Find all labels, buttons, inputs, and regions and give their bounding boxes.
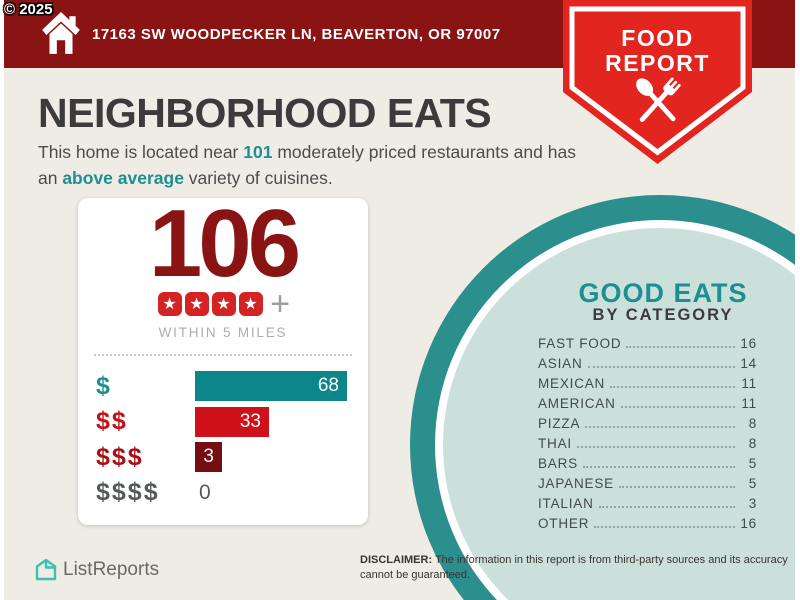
category-row: ITALIAN 3 [538, 496, 757, 516]
category-label: MEXICAN [538, 376, 606, 391]
price-tier-bar: 3 [195, 442, 222, 472]
category-count: 14 [740, 356, 757, 371]
category-row: BARS 5 [538, 456, 757, 476]
category-count: 8 [748, 436, 757, 451]
dashed-divider [94, 354, 352, 356]
price-tier-row: $$$ 3 [96, 442, 368, 472]
property-address: 17163 SW WOODPECKER LN, BEAVERTON, OR 97… [92, 26, 501, 43]
badge-title: FOOD REPORT [563, 26, 752, 76]
price-tier-value: 68 [317, 375, 339, 396]
category-row: THAI 8 [538, 436, 757, 456]
home-icon [40, 11, 82, 62]
price-tier-zero-value: 0 [199, 480, 211, 504]
intro-text: This home is located near 101 moderately… [38, 139, 576, 192]
listreports-brand: ListReports [63, 559, 160, 580]
dotted-leader [598, 506, 735, 508]
good-eats-category-list: FAST FOOD 16 ASIAN 14 MEXICAN 11 AMERICAN 11… [538, 336, 757, 536]
category-label: BARS [538, 456, 578, 471]
category-label: AMERICAN [538, 396, 616, 411]
category-row: FAST FOOD 16 [538, 336, 757, 356]
price-tier-label: $$ [96, 407, 128, 435]
category-count: 5 [748, 456, 757, 471]
price-tier-row: $$$$ 0 [96, 478, 368, 508]
summary-card: 106 ★ ★ ★ ★ + WITHIN 5 MILES $ 68 $$ 33 $$$… [78, 190, 368, 525]
star-icon: ★ [211, 291, 236, 316]
intro-mid: moderately priced restaurants and has an [38, 142, 576, 189]
left-margin [0, 0, 4, 600]
dotted-leader [618, 486, 735, 488]
category-label: ASIAN [538, 356, 583, 371]
price-tier-bar-chart: $ 68 $$ 33 $$$ 3 $$$$ 0 [96, 371, 368, 508]
listreports-house-icon [33, 556, 59, 587]
right-margin [795, 0, 800, 600]
price-tier-value: 3 [203, 446, 214, 467]
price-tier-bar: 33 [195, 406, 269, 437]
total-restaurants-stat: 106 [148, 190, 301, 297]
variety-highlight: above average [62, 168, 184, 189]
good-eats-title: GOOD EATS [578, 278, 748, 308]
dotted-leader [576, 446, 735, 448]
star-icon: ★ [184, 291, 209, 316]
price-tier-label: $ [96, 371, 112, 400]
category-count: 3 [748, 496, 757, 511]
star-rating: ★ ★ ★ ★ + [78, 284, 368, 323]
dotted-leader [610, 386, 735, 388]
price-tier-label: $$$$ [96, 478, 160, 506]
intro-pre: This home is located near [38, 142, 244, 162]
disclaimer-label: DISCLAIMER: [360, 554, 433, 566]
category-label: PIZZA [538, 416, 581, 431]
star-icon: ★ [238, 291, 263, 316]
dotted-leader [626, 346, 735, 348]
disclaimer-text: DISCLAIMER: The information in this repo… [360, 553, 788, 583]
price-tier-row: $$ 33 [96, 406, 368, 437]
category-row: PIZZA 8 [538, 416, 757, 436]
copyright-watermark: © 2025 [4, 1, 53, 18]
category-count: 11 [741, 396, 757, 411]
category-label: ITALIAN [538, 496, 594, 511]
dotted-leader [594, 526, 735, 528]
category-row: ASIAN 14 [538, 356, 757, 376]
price-tier-row: $ 68 [96, 371, 368, 401]
category-count: 8 [748, 416, 757, 431]
price-tier-bar: 68 [195, 371, 347, 401]
page-title: NEIGHBORHOOD EATS [38, 90, 492, 136]
food-report-badge [563, 0, 752, 164]
category-label: JAPANESE [538, 476, 614, 491]
star-icons: ★ ★ ★ ★ [156, 291, 264, 316]
dotted-leader [582, 466, 735, 468]
badge-title-line2: REPORT [605, 50, 710, 76]
category-count: 16 [740, 336, 757, 351]
intro-post: variety of cuisines. [183, 168, 333, 189]
price-tier-label: $$$ [96, 442, 144, 471]
category-label: FAST FOOD [538, 336, 622, 351]
dotted-leader [620, 406, 735, 408]
category-count: 11 [741, 376, 757, 391]
radius-caption: WITHIN 5 MILES [158, 325, 288, 340]
star-icon: ★ [157, 291, 182, 316]
dotted-leader [587, 366, 735, 368]
category-row: JAPANESE 5 [538, 476, 757, 496]
category-row: OTHER 16 [538, 516, 757, 536]
category-count: 16 [740, 516, 757, 531]
restaurant-count-highlight: 101 [243, 142, 273, 162]
plus-sign: + [270, 284, 290, 323]
dotted-leader [585, 426, 735, 428]
category-label: OTHER [538, 516, 590, 531]
disclaimer-body: The information in this report is from t… [360, 554, 788, 581]
category-count: 5 [748, 476, 757, 491]
price-tier-value: 33 [239, 410, 261, 432]
badge-title-line1: FOOD [621, 25, 694, 51]
good-eats-subtitle: BY CATEGORY [592, 306, 734, 324]
category-row: AMERICAN 11 [538, 396, 757, 416]
crossed-spoon-fork-icon [628, 72, 688, 137]
category-row: MEXICAN 11 [538, 376, 757, 396]
category-label: THAI [538, 436, 572, 451]
